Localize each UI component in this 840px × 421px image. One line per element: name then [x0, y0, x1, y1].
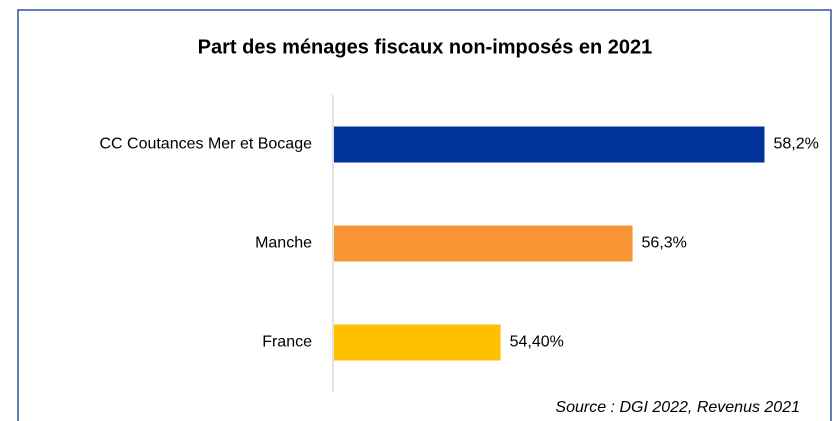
frame [17, 9, 832, 421]
category-label: CC Coutances Mer et Bocage [99, 136, 312, 153]
bar [334, 225, 633, 262]
chart-title: Part des ménages fiscaux non-imposés en … [198, 36, 653, 58]
bar [334, 126, 765, 163]
value-label: 54,40% [510, 334, 564, 351]
value-label: 56,3% [642, 235, 687, 252]
category-label: France [262, 334, 312, 351]
source-note: Source : DGI 2022, Revenus 2021 [555, 399, 800, 416]
value-label: 58,2% [773, 136, 818, 153]
category-label: Manche [255, 235, 312, 252]
bar [334, 324, 501, 361]
